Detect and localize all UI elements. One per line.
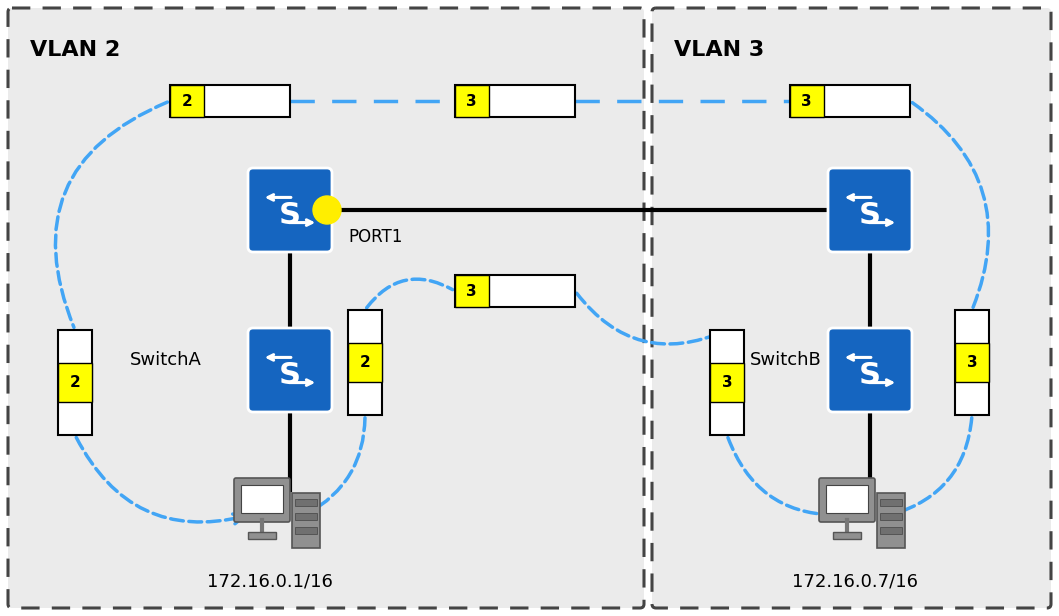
Text: S: S [859, 361, 881, 390]
FancyBboxPatch shape [248, 328, 333, 412]
Bar [880, 513, 902, 520]
Text: S: S [279, 361, 301, 390]
Text: 2: 2 [360, 355, 371, 370]
FancyBboxPatch shape [652, 8, 1051, 608]
Bar [58, 330, 92, 435]
Bar [710, 330, 744, 435]
Bar [241, 485, 283, 513]
Bar [348, 342, 382, 383]
Text: S: S [279, 201, 301, 230]
Text: 3: 3 [967, 355, 977, 370]
Text: 3: 3 [466, 94, 478, 108]
FancyBboxPatch shape [819, 478, 875, 522]
Bar [248, 532, 276, 539]
Text: 3: 3 [802, 94, 812, 108]
Bar [955, 342, 989, 383]
Text: PORT1: PORT1 [348, 228, 402, 246]
FancyBboxPatch shape [828, 328, 912, 412]
Text: 3: 3 [466, 283, 478, 299]
Bar [295, 527, 317, 534]
Bar [790, 85, 824, 117]
Bar [292, 493, 320, 548]
Bar [955, 310, 989, 415]
Bar [455, 275, 488, 307]
Text: 172.16.0.7/16: 172.16.0.7/16 [792, 572, 918, 590]
Bar [455, 85, 575, 117]
Bar [880, 499, 902, 506]
Text: VLAN 2: VLAN 2 [30, 40, 121, 60]
Bar [826, 485, 868, 513]
FancyBboxPatch shape [248, 168, 333, 252]
Bar [877, 493, 905, 548]
Bar [58, 363, 92, 402]
FancyBboxPatch shape [8, 8, 644, 608]
Bar [455, 85, 488, 117]
Bar [790, 85, 910, 117]
Bar [295, 499, 317, 506]
Text: 172.16.0.1/16: 172.16.0.1/16 [208, 572, 333, 590]
Text: S: S [859, 201, 881, 230]
Bar [295, 513, 317, 520]
FancyBboxPatch shape [234, 478, 290, 522]
Circle shape [313, 196, 341, 224]
Text: SwitchB: SwitchB [750, 351, 822, 369]
Text: 2: 2 [70, 375, 80, 390]
Bar [710, 363, 744, 402]
Bar [880, 527, 902, 534]
Text: VLAN 3: VLAN 3 [674, 40, 765, 60]
Bar [455, 275, 575, 307]
Bar [170, 85, 290, 117]
FancyBboxPatch shape [828, 168, 912, 252]
Text: 3: 3 [721, 375, 733, 390]
Bar [170, 85, 203, 117]
Text: 2: 2 [181, 94, 192, 108]
Bar [833, 532, 861, 539]
Text: SwitchA: SwitchA [130, 351, 202, 369]
Bar [348, 310, 382, 415]
